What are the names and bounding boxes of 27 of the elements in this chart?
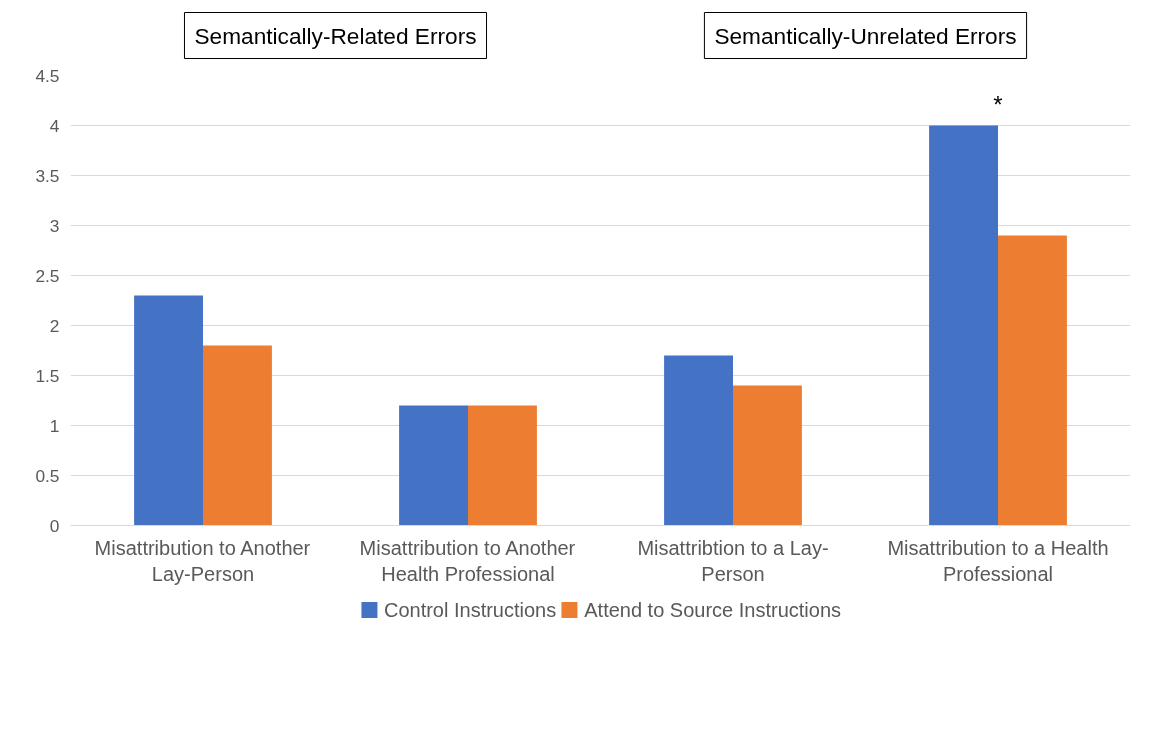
x-tick-label: Misattribution to a Health Professional — [887, 536, 1109, 585]
y-tick-label: 4.5 — [35, 65, 60, 86]
bar — [733, 385, 802, 526]
y-tick-label: 0.5 — [35, 465, 60, 486]
legend-label: Attend to Source Instructions — [584, 598, 842, 621]
y-tick-label: 2 — [49, 315, 60, 336]
bar — [929, 125, 998, 526]
bar — [399, 405, 468, 526]
y-tick-label: 3 — [49, 215, 60, 236]
y-tick-label: 1.5 — [35, 365, 60, 386]
text: Semantically-Related Errors — [194, 22, 477, 49]
annotation: * — [993, 90, 1003, 118]
bar — [998, 235, 1067, 526]
y-tick-label: 0 — [49, 515, 60, 536]
x-tick-label: Misattribution to Another Health Professional — [359, 536, 576, 585]
bar — [203, 345, 272, 526]
bar — [468, 405, 537, 526]
x-tick-label: Misattribtion to a Lay-Person — [637, 536, 829, 585]
y-tick-label: 1 — [49, 415, 60, 436]
y-tick-label: 4 — [49, 115, 60, 136]
y-tick-label: 3.5 — [35, 165, 60, 186]
bar — [134, 295, 203, 526]
x-tick-label: Misattribution to Another Lay-Person — [94, 536, 311, 585]
y-tick-label: 2.5 — [35, 265, 60, 286]
legend-label: Control Instructions — [383, 598, 557, 621]
bar — [664, 355, 733, 526]
text: Semantically-Unrelated Errors — [714, 22, 1017, 49]
